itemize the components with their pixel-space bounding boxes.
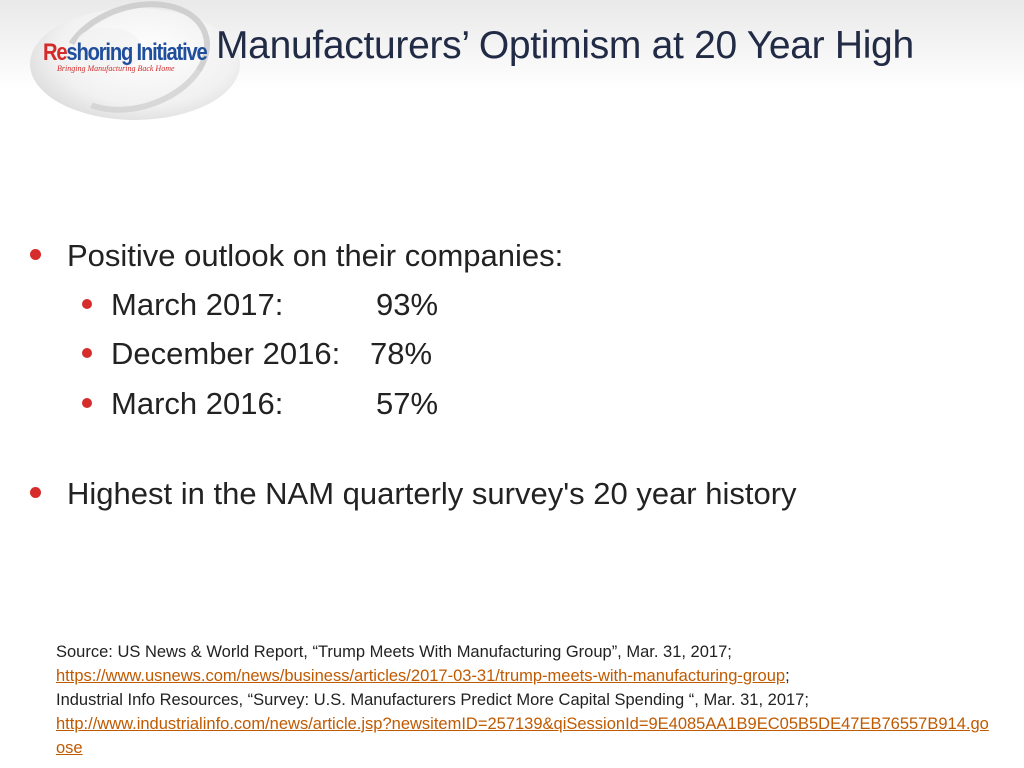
sub-bullet-label: December 2016:: [111, 336, 341, 371]
logo-wordmark-blue: shoring Initiative: [66, 39, 207, 66]
source-line-1: Source: US News & World Report, “Trump M…: [56, 643, 732, 661]
logo-wordmark-red: Re: [43, 39, 68, 66]
logo-wordmark: Reshoring Initiative: [43, 39, 208, 66]
bullet-highest-nam: Highest in the NAM quarterly survey's 20…: [30, 476, 797, 512]
sub-bullet-dot: [82, 347, 92, 358]
bullet-text: Positive outlook on their companies:: [67, 238, 564, 273]
slide-title: Manufacturers’ Optimism at 20 Year High: [216, 24, 914, 67]
sub-bullet-dot: [82, 298, 92, 309]
logo-map-shape: [76, 28, 140, 68]
source-link-usnews[interactable]: https://www.usnews.com/news/business/art…: [56, 667, 786, 685]
sub-bullet-march-2017: March 2017: 93%: [82, 287, 438, 323]
sub-bullet-dot: [82, 397, 92, 408]
logo-swoosh: [30, 8, 240, 120]
sub-bullet-label: March 2016:: [111, 386, 284, 421]
bullet-positive-outlook: Positive outlook on their companies:: [30, 238, 563, 274]
reshoring-initiative-logo: Reshoring Initiative Bringing Manufactur…: [43, 39, 208, 82]
source-link-2-row: http://www.industrialinfo.com/news/artic…: [56, 712, 996, 760]
sub-bullet-march-2016: March 2016: 57%: [82, 386, 438, 422]
source-line-2: Industrial Info Resources, “Survey: U.S.…: [56, 691, 809, 709]
source-separator: ;: [785, 667, 790, 685]
sub-bullet-value: 93%: [376, 287, 439, 322]
logo-tagline: Bringing Manufacturing Back Home: [57, 64, 175, 73]
sub-bullet-value: 57%: [376, 386, 439, 421]
sub-bullet-value: 78%: [370, 336, 433, 371]
sub-bullet-label: March 2017:: [111, 287, 284, 322]
sub-bullet-december-2016: December 2016: 78%: [82, 336, 432, 372]
bullet-dot: [30, 249, 41, 261]
source-link-industrialinfo[interactable]: http://www.industrialinfo.com/news/artic…: [56, 715, 989, 757]
bullet-dot: [30, 487, 41, 499]
bullet-text: Highest in the NAM quarterly survey's 20…: [67, 476, 797, 511]
source-citation: Source: US News & World Report, “Trump M…: [56, 640, 996, 760]
source-link-1-row: https://www.usnews.com/news/business/art…: [56, 664, 996, 688]
